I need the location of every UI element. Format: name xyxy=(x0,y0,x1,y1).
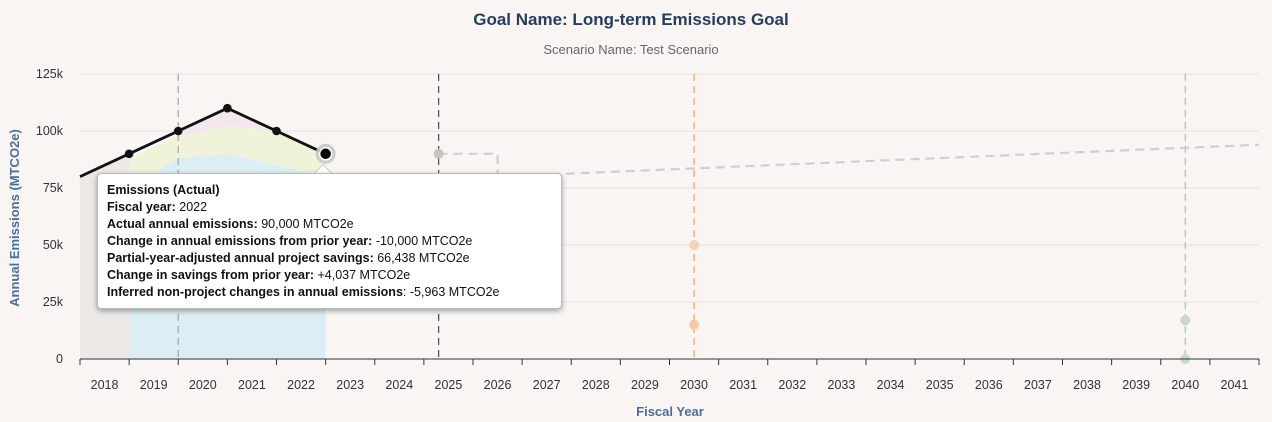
tooltip-row-label: Partial-year-adjusted annual project sav… xyxy=(107,251,374,265)
x-tick-label: 2035 xyxy=(926,378,954,392)
milestone-marker xyxy=(689,319,700,330)
actual-emissions-point xyxy=(124,149,134,159)
x-tick-label: 2021 xyxy=(238,378,266,392)
x-tick-label: 2037 xyxy=(1024,378,1052,392)
chart-subtitle: Scenario Name: Test Scenario xyxy=(543,42,719,57)
tooltip-row-label: Change in savings from prior year: xyxy=(107,268,314,282)
tooltip-row: Change in annual emissions from prior ye… xyxy=(107,233,553,250)
x-tick-label: 2036 xyxy=(975,378,1003,392)
x-tick-label: 2027 xyxy=(533,378,561,392)
y-axis-title: Annual Emissions (MTCO2e) xyxy=(7,129,22,307)
actual-emissions-point xyxy=(223,103,232,113)
x-tick-label: 2018 xyxy=(91,378,119,392)
tooltip-row: Fiscal year: 2022 xyxy=(107,199,553,216)
projection-line xyxy=(438,143,1260,178)
y-tick-label: 75k xyxy=(43,181,64,195)
y-tick-label: 0 xyxy=(56,352,63,366)
tooltip-row-label: Inferred non-project changes in annual e… xyxy=(107,285,403,299)
x-tick-label: 2026 xyxy=(484,378,512,392)
actual-emissions-point xyxy=(272,126,281,136)
x-tick-label: 2031 xyxy=(729,378,757,392)
area-band xyxy=(129,126,326,188)
tooltip-row-value: : -5,963 MTCO2e xyxy=(402,285,500,299)
milestone-marker xyxy=(689,240,700,250)
tooltip-row: Partial-year-adjusted annual project sav… xyxy=(107,250,553,267)
x-tick-label: 2041 xyxy=(1221,378,1249,392)
x-tick-label: 2033 xyxy=(828,378,856,392)
tooltip-row-value: 66,438 MTCO2e xyxy=(373,251,470,265)
x-tick-label: 2030 xyxy=(680,378,708,392)
milestone-marker xyxy=(1180,315,1191,326)
chart-title: Goal Name: Long-term Emissions Goal xyxy=(473,10,789,29)
y-tick-label: 25k xyxy=(43,295,64,309)
x-tick-label: 2019 xyxy=(140,378,168,392)
x-tick-label: 2029 xyxy=(631,378,659,392)
tooltip: Emissions (Actual) Fiscal year: 2022 Actu… xyxy=(97,173,562,309)
tooltip-row: Change in savings from prior year: +4,03… xyxy=(107,267,553,284)
x-tick-label: 2022 xyxy=(287,378,315,392)
tooltip-rows: Fiscal year: 2022 Actual annual emissions… xyxy=(107,199,553,301)
y-tick-label: 100k xyxy=(36,124,64,138)
x-tick-label: 2024 xyxy=(385,378,413,392)
actual-emissions-line xyxy=(79,106,327,178)
x-tick-label: 2025 xyxy=(435,378,463,392)
tooltip-row-label: Actual annual emissions: xyxy=(107,217,258,231)
area-band xyxy=(178,108,277,136)
tooltip-row-label: Fiscal year: xyxy=(107,200,176,214)
x-tick-label: 2040 xyxy=(1171,378,1199,392)
series-lines xyxy=(79,106,1260,178)
highlighted-point xyxy=(318,147,333,161)
tooltip-row-value: 2022 xyxy=(175,200,208,214)
actual-emissions-point xyxy=(173,126,183,136)
tooltip-row-label: Change in annual emissions from prior ye… xyxy=(107,234,373,248)
x-tick-label: 2023 xyxy=(336,378,364,392)
x-axis-title: Fiscal Year xyxy=(636,404,704,419)
tooltip-arrow xyxy=(314,165,332,174)
y-tick-label: 125k xyxy=(36,67,64,81)
tooltip-row-value: +4,037 MTCO2e xyxy=(314,268,411,282)
axes: 0 25k 50k 75k 100k 125k 2018 2019 2020 2021 2022 20… xyxy=(36,67,1260,392)
tooltip-row-value: 90,000 MTCO2e xyxy=(257,217,354,231)
x-tick-label: 2038 xyxy=(1073,378,1101,392)
x-tick-label: 2020 xyxy=(189,378,217,392)
tooltip-title: Emissions (Actual) xyxy=(107,183,220,197)
x-tick-label: 2032 xyxy=(778,378,806,392)
tooltip-row-value: -10,000 MTCO2e xyxy=(372,234,473,248)
x-tick-label: 2039 xyxy=(1122,378,1150,392)
milestone-marker xyxy=(433,148,444,159)
tooltip-row: Actual annual emissions: 90,000 MTCO2e xyxy=(107,216,553,233)
series-markers xyxy=(124,103,1191,364)
x-tick-label: 2028 xyxy=(582,378,610,392)
y-tick-label: 50k xyxy=(43,238,64,252)
x-tick-label: 2034 xyxy=(877,378,905,392)
tooltip-row: Inferred non-project changes in annual e… xyxy=(107,284,553,301)
